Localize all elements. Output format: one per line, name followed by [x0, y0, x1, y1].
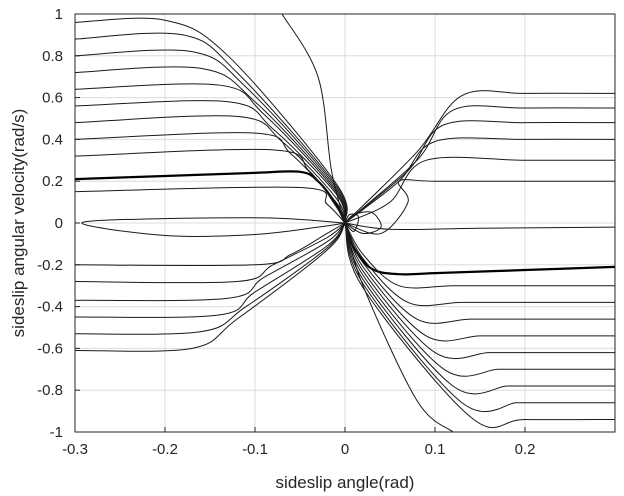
- trajectory-series: [75, 14, 615, 432]
- trajectory-line: [344, 222, 615, 360]
- y-tick-label: 0.8: [42, 48, 63, 65]
- x-tick-label: -0.2: [152, 441, 178, 458]
- trajectory-line: [344, 179, 615, 235]
- trajectory-line: [75, 49, 347, 224]
- trajectory-line: [344, 90, 615, 224]
- trajectory-line: [344, 222, 615, 324]
- trajectory-line: [75, 222, 346, 284]
- x-tick-label: 0.2: [515, 441, 536, 458]
- y-tick-label: -1: [50, 424, 63, 441]
- y-tick-label: 1: [55, 6, 63, 23]
- trajectory-line: [75, 222, 346, 302]
- trajectory-line: [344, 222, 615, 342]
- trajectory-line: [344, 222, 615, 395]
- trajectory-line: [75, 32, 348, 224]
- y-tick-label: -0.8: [37, 382, 63, 399]
- y-tick-label: 0: [55, 215, 63, 232]
- trajectory-line: [75, 83, 346, 224]
- y-tick-label: -0.2: [37, 257, 63, 274]
- x-axis-ticks: -0.3 -0.2 -0.1 0 0.1 0.2: [62, 427, 535, 458]
- separatrix-line: [75, 170, 347, 225]
- trajectory-line: [75, 132, 346, 224]
- trajectory-line: [344, 120, 615, 224]
- trajectory-line: [75, 148, 346, 224]
- trajectory-line: [344, 222, 615, 377]
- trajectory-line: [81, 217, 346, 237]
- trajectory-line: [344, 213, 360, 232]
- y-tick-label: 0.6: [42, 90, 63, 107]
- trajectory-line: [344, 137, 615, 224]
- trajectory-line: [344, 222, 454, 432]
- trajectory-line: [75, 17, 348, 224]
- trajectory-line: [344, 156, 615, 224]
- y-tick-label: -0.4: [37, 299, 63, 316]
- trajectory-line: [75, 115, 346, 224]
- trajectory-line: [75, 222, 346, 318]
- x-tick-label: 0.1: [425, 441, 446, 458]
- trajectory-line: [75, 66, 347, 224]
- x-tick-label: -0.3: [62, 441, 88, 458]
- trajectory-line: [344, 222, 615, 413]
- trajectory-line: [344, 222, 615, 307]
- trajectory-line: [75, 222, 346, 267]
- y-tick-label: -0.6: [37, 340, 63, 357]
- trajectory-line: [344, 222, 615, 429]
- x-axis-title: sideslip angle(rad): [276, 473, 415, 492]
- trajectory-line: [75, 222, 346, 335]
- x-tick-label: -0.1: [242, 441, 268, 458]
- trajectory-line: [75, 222, 346, 352]
- trajectory-line: [344, 222, 615, 231]
- trajectory-line: [344, 222, 615, 289]
- y-axis-title: sideslip angular velocity(rad/s): [9, 109, 28, 338]
- trajectory-line: [75, 100, 346, 224]
- trajectory-line: [281, 14, 346, 224]
- trajectory-line: [344, 105, 615, 224]
- y-tick-label: 0.2: [42, 173, 63, 190]
- y-tick-label: 0.4: [42, 131, 63, 148]
- y-axis-ticks: 1 0.8 0.6 0.4 0.2 0 -0.2 -0.4 -0.6 -0.8 -1: [37, 6, 80, 441]
- trajectory-line: [75, 186, 346, 224]
- x-tick-label: 0: [341, 441, 349, 458]
